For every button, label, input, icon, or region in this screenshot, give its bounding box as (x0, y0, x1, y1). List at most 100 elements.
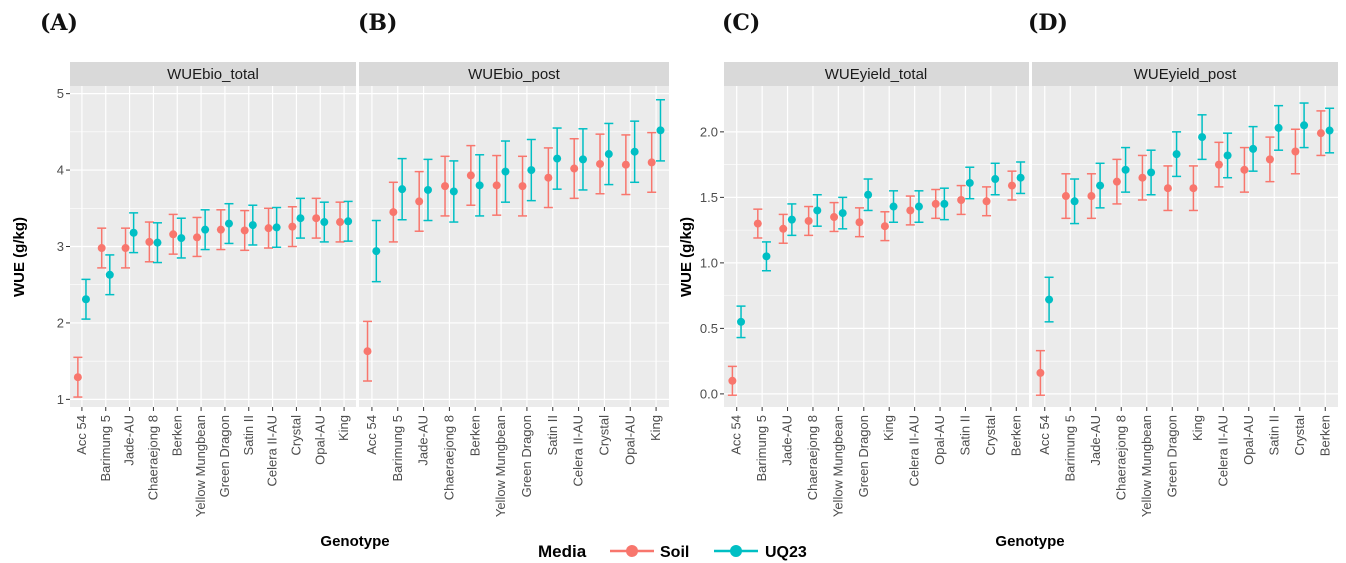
data-point (864, 190, 873, 199)
data-point (991, 175, 1000, 184)
x-axis-title-right: Genotype (995, 533, 1064, 550)
data-point (779, 224, 788, 233)
data-point (1300, 121, 1309, 130)
data-point (914, 202, 923, 211)
data-point (527, 166, 536, 175)
x-tick-label: Jade-AU (416, 415, 431, 466)
data-point (216, 225, 225, 234)
x-tick-label: Satin II (241, 415, 256, 455)
data-point (931, 199, 940, 208)
data-point (1163, 184, 1172, 193)
strip-label-b: WUEbio_post (468, 66, 561, 83)
data-point (830, 213, 839, 222)
data-point (240, 226, 249, 235)
data-point (1036, 368, 1045, 377)
panel-c: 0.0 0.5 1.0 1.5 2.0 Acc 54 Barimung 5 Jade-AU Ch… (700, 86, 1029, 517)
x-tick-label: Crystal (288, 415, 303, 456)
data-point (272, 223, 281, 232)
data-point (1070, 197, 1079, 206)
data-point (957, 195, 966, 204)
data-point (1087, 192, 1096, 201)
data-point (129, 228, 138, 237)
strip-c (724, 62, 1029, 86)
x-tick-label: Acc 54 (74, 415, 89, 455)
panel-letter-b: (B) (358, 10, 397, 36)
data-point (880, 222, 889, 231)
data-point (1007, 181, 1016, 190)
data-point (153, 238, 162, 247)
x-tick-label: Green Dragon (1164, 415, 1179, 497)
data-point (336, 218, 345, 227)
x-tick-label: King (1190, 415, 1205, 441)
x-tick-label: Barimung 5 (1062, 415, 1077, 481)
data-point (630, 147, 639, 156)
x-tick-label: King (648, 415, 663, 441)
data-point (855, 218, 864, 227)
x-tick-label: Celera II-AU (1215, 415, 1230, 487)
data-point (372, 247, 381, 256)
x-tick-label: Celera II-AU (571, 415, 586, 487)
data-point (449, 187, 458, 196)
x-tick-label: Acc 54 (729, 415, 744, 455)
data-point (1249, 144, 1258, 153)
x-tick-label: Satin II (1266, 415, 1281, 455)
data-point (1121, 165, 1130, 174)
x-tick-label: Yellow Mungbean (830, 415, 845, 517)
x-tick-label: King (881, 415, 896, 441)
data-point (906, 206, 915, 215)
data-point (1147, 168, 1156, 177)
y-tick-label: 1.0 (700, 255, 718, 270)
x-tick-label: Acc 54 (364, 415, 379, 455)
x-tick-label: Chaeraejong 8 (145, 415, 160, 500)
x-tick-label: Berken (1317, 415, 1332, 456)
data-point (398, 185, 407, 194)
data-point (737, 317, 746, 326)
data-point (1061, 192, 1070, 201)
data-point (1214, 160, 1223, 169)
panel-letter-c: (C) (722, 10, 760, 36)
x-tick-label: Opal-AU (312, 415, 327, 465)
x-tick-label: Berken (1008, 415, 1023, 456)
x-tick-label: Chaeraejong 8 (441, 415, 456, 500)
x-tick-label: Jade-AU (1088, 415, 1103, 466)
data-point (982, 197, 991, 206)
data-point (518, 182, 527, 191)
panel-letter-d: (D) (1028, 10, 1068, 36)
strip-d (1032, 62, 1338, 86)
y-tick-label: 3 (57, 239, 64, 254)
data-point (889, 202, 898, 211)
data-point (656, 126, 665, 135)
strip-b (359, 62, 669, 86)
data-point (1291, 147, 1300, 156)
data-point (441, 182, 450, 191)
data-point (389, 208, 398, 217)
y-tick-label: 5 (57, 86, 64, 101)
data-point (762, 252, 771, 261)
data-point (288, 222, 297, 231)
x-tick-label: Celera II-AU (907, 415, 922, 487)
data-point (312, 214, 321, 223)
y-tick-label: 0.0 (700, 386, 718, 401)
data-point (475, 181, 484, 190)
strip-label-c: WUEyield_total (825, 66, 928, 83)
data-point (621, 160, 630, 169)
x-axis-title-left: Genotype (320, 533, 389, 550)
y-tick-label: 0.5 (700, 321, 718, 336)
data-point (1189, 184, 1198, 193)
x-tick-label: Chaeraejong 8 (1113, 415, 1128, 500)
data-point (804, 216, 813, 225)
data-point (415, 197, 424, 206)
y-tick-label: 1.5 (700, 190, 718, 205)
y-axis-title-right: WUE (g/kg) (678, 217, 695, 297)
x-tick-label: Opal-AU (932, 415, 947, 465)
legend-title: Media (538, 542, 587, 561)
data-point (201, 225, 210, 234)
data-point (647, 158, 656, 167)
panel-d: Acc 54 Barimung 5 Jade-AU Chaeraejong 8 Yell… (1032, 86, 1338, 517)
data-point (940, 199, 949, 208)
data-point (544, 173, 553, 182)
x-tick-label: Green Dragon (519, 415, 534, 497)
x-tick-label: Berken (467, 415, 482, 456)
strip-a (70, 62, 356, 86)
data-point (320, 218, 329, 227)
